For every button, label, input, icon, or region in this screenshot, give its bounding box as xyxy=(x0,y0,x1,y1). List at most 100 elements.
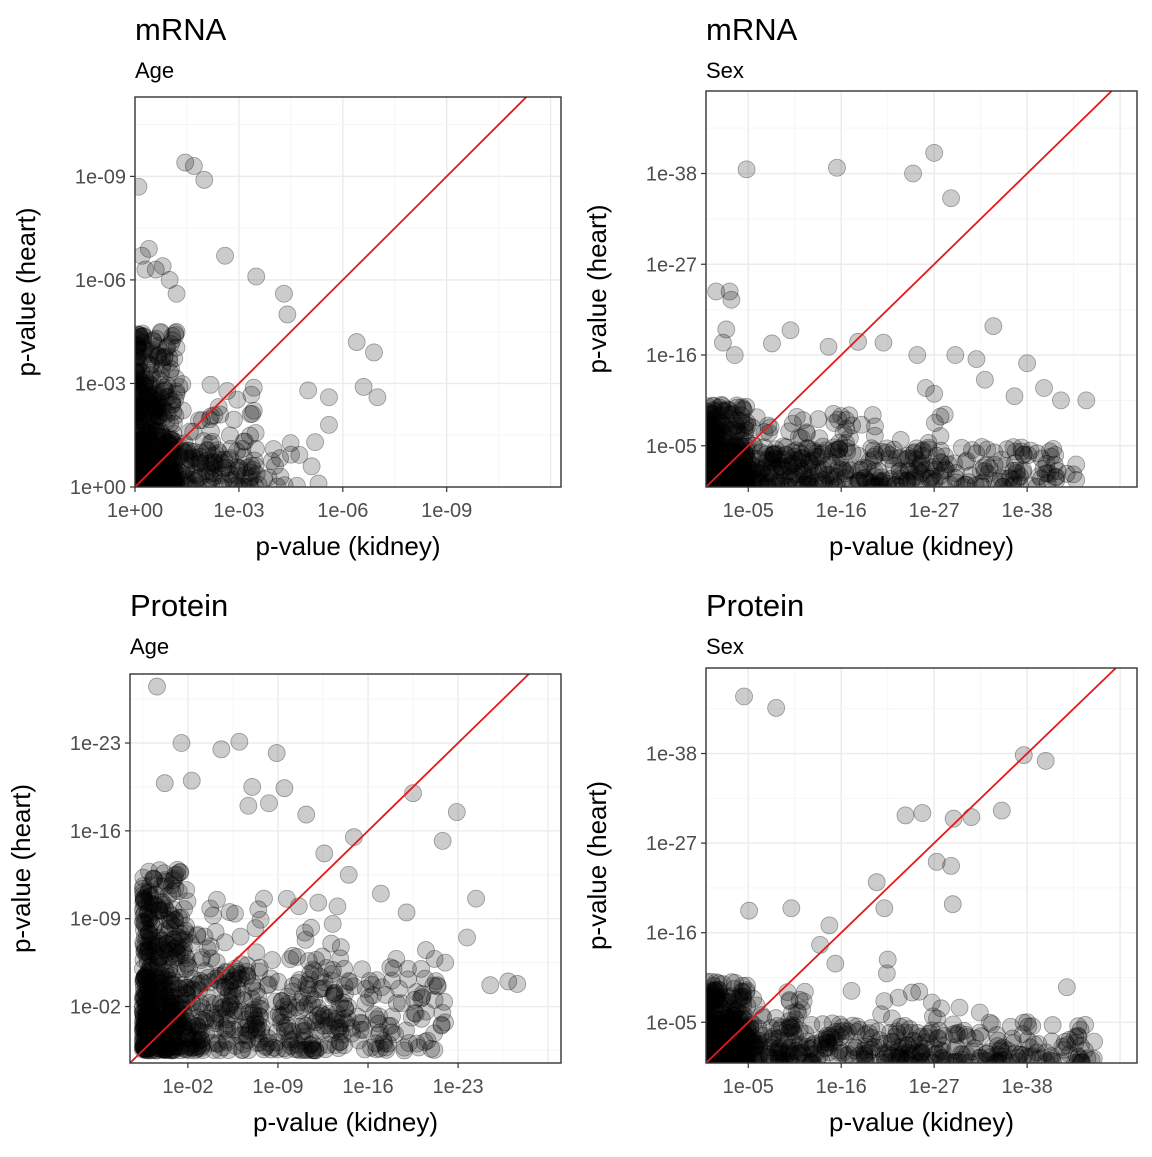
data-point xyxy=(891,469,910,487)
data-point xyxy=(154,953,173,971)
data-point xyxy=(390,979,409,998)
data-point xyxy=(201,470,220,487)
data-point xyxy=(242,463,261,482)
data-point xyxy=(967,444,986,463)
data-point xyxy=(293,988,312,1007)
data-point xyxy=(146,987,165,1006)
data-point xyxy=(748,450,767,468)
data-point xyxy=(148,954,167,973)
data-point xyxy=(191,972,210,990)
data-point xyxy=(138,943,157,962)
data-point xyxy=(749,467,768,486)
data-point xyxy=(733,457,752,476)
data-point xyxy=(152,472,171,487)
data-point xyxy=(351,1020,370,1039)
data-point xyxy=(171,471,190,487)
x-tick-label: 1e-23 xyxy=(432,1076,483,1098)
data-point xyxy=(715,1023,733,1042)
data-point xyxy=(366,1034,385,1053)
data-point xyxy=(159,986,178,1005)
data-point xyxy=(744,475,763,487)
data-point xyxy=(278,987,297,1006)
data-point xyxy=(957,475,976,487)
data-point xyxy=(155,348,174,367)
data-point xyxy=(720,420,738,439)
plot-background xyxy=(135,97,561,487)
data-point xyxy=(201,434,220,453)
data-point xyxy=(406,1004,425,1023)
data-point xyxy=(719,422,738,441)
data-point xyxy=(875,1045,893,1063)
data-point xyxy=(783,454,802,473)
data-point xyxy=(259,975,278,994)
scatter-points xyxy=(706,143,1096,487)
data-point xyxy=(967,350,986,369)
data-point xyxy=(356,979,375,998)
data-point xyxy=(183,998,202,1017)
data-point xyxy=(1012,438,1031,457)
data-point xyxy=(182,1035,200,1054)
data-point xyxy=(339,865,358,884)
data-point xyxy=(772,477,791,487)
data-point xyxy=(945,454,963,473)
data-point xyxy=(849,471,868,487)
data-point xyxy=(776,446,795,464)
data-point xyxy=(158,967,177,986)
data-point xyxy=(135,986,154,1005)
data-point xyxy=(145,423,164,441)
data-point xyxy=(1036,751,1055,770)
data-point xyxy=(873,443,891,461)
data-point xyxy=(230,459,249,478)
data-point xyxy=(269,972,287,991)
data-point xyxy=(830,440,848,459)
data-point xyxy=(364,986,382,1005)
data-point xyxy=(1043,1016,1062,1034)
y-tick-label: 1e-03 xyxy=(75,373,126,395)
data-point xyxy=(708,435,727,454)
data-point xyxy=(830,439,849,458)
data-point xyxy=(137,1039,156,1058)
data-point xyxy=(156,922,175,941)
data-point xyxy=(137,439,156,457)
data-point xyxy=(160,446,179,465)
data-point xyxy=(737,445,756,464)
data-point xyxy=(228,442,246,461)
data-point xyxy=(143,471,162,487)
data-point xyxy=(142,960,161,979)
data-point xyxy=(734,461,753,480)
data-point xyxy=(331,949,350,968)
data-point xyxy=(137,472,156,487)
data-point xyxy=(159,387,178,406)
data-point xyxy=(157,474,176,487)
data-point xyxy=(221,995,240,1014)
data-point xyxy=(160,948,179,966)
data-point xyxy=(164,1031,183,1050)
data-point xyxy=(296,930,315,949)
data-point xyxy=(809,463,828,482)
data-point xyxy=(869,476,888,487)
data-point xyxy=(140,941,158,959)
data-point xyxy=(855,468,874,487)
data-point xyxy=(165,1037,183,1056)
data-point xyxy=(798,469,817,487)
data-point xyxy=(157,978,176,997)
data-point xyxy=(162,360,181,379)
data-point xyxy=(141,1015,160,1034)
data-point xyxy=(732,475,750,487)
data-point xyxy=(721,473,740,487)
data-point xyxy=(870,472,889,487)
data-point xyxy=(164,1031,183,1050)
data-point xyxy=(797,439,816,458)
data-point xyxy=(281,1037,300,1055)
data-point xyxy=(792,449,811,467)
scatter-points xyxy=(133,677,527,1060)
data-point xyxy=(135,891,153,910)
data-point xyxy=(327,1010,346,1028)
data-point xyxy=(166,879,185,898)
data-point xyxy=(854,458,873,477)
data-point xyxy=(228,964,247,983)
data-point xyxy=(144,956,162,974)
data-point xyxy=(322,1024,340,1043)
data-point xyxy=(138,471,157,487)
data-point xyxy=(973,438,991,456)
